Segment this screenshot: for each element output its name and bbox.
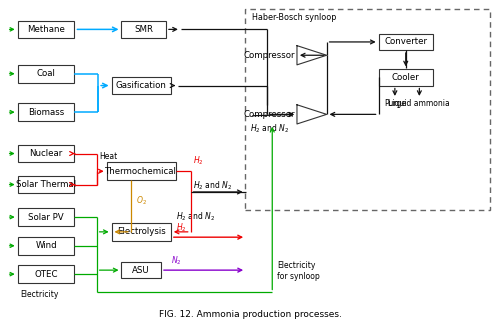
Text: Converter: Converter [384, 37, 428, 46]
Text: ASU: ASU [132, 266, 150, 275]
Text: Haber-Bosch synloop: Haber-Bosch synloop [252, 13, 337, 22]
FancyBboxPatch shape [122, 262, 161, 278]
Text: Electricity
for synloop: Electricity for synloop [277, 261, 320, 281]
FancyBboxPatch shape [18, 65, 74, 83]
Text: Liquid ammonia: Liquid ammonia [388, 99, 450, 108]
FancyBboxPatch shape [106, 162, 176, 180]
FancyBboxPatch shape [18, 20, 74, 38]
FancyBboxPatch shape [18, 265, 74, 283]
Text: Methane: Methane [27, 25, 65, 34]
Text: Compressor: Compressor [243, 110, 294, 119]
Text: $O_2$: $O_2$ [136, 194, 146, 206]
FancyBboxPatch shape [122, 20, 166, 38]
FancyBboxPatch shape [18, 176, 74, 193]
Text: SMR: SMR [134, 25, 153, 34]
Text: Compressor: Compressor [243, 51, 294, 60]
Text: Thermochemical: Thermochemical [106, 167, 177, 176]
FancyBboxPatch shape [18, 208, 74, 226]
FancyBboxPatch shape [245, 9, 490, 210]
Text: Gasification: Gasification [116, 81, 166, 90]
FancyBboxPatch shape [18, 237, 74, 255]
Text: Wind: Wind [35, 241, 57, 250]
Text: Heat: Heat [99, 152, 117, 161]
Text: Nuclear: Nuclear [30, 149, 62, 158]
FancyBboxPatch shape [112, 77, 171, 94]
FancyBboxPatch shape [18, 145, 74, 162]
Polygon shape [297, 105, 326, 124]
Polygon shape [297, 46, 326, 65]
Text: $H_2$: $H_2$ [176, 222, 186, 234]
FancyBboxPatch shape [378, 69, 433, 85]
Text: $H_2$: $H_2$ [193, 155, 204, 167]
Text: FIG. 12. Ammonia production processes.: FIG. 12. Ammonia production processes. [158, 310, 342, 319]
Text: Cooler: Cooler [392, 73, 419, 82]
FancyBboxPatch shape [378, 34, 433, 50]
Text: Biomass: Biomass [28, 108, 64, 117]
Text: Solar PV: Solar PV [28, 212, 64, 221]
Text: $H_2$ and $N_2$: $H_2$ and $N_2$ [176, 211, 215, 223]
Text: Electrolysis: Electrolysis [117, 227, 166, 236]
Text: OTEC: OTEC [34, 270, 58, 279]
Text: $H_2$ and $N_2$: $H_2$ and $N_2$ [250, 122, 289, 135]
Text: Purge: Purge [384, 99, 406, 108]
Text: $N_2$: $N_2$ [171, 255, 181, 267]
Text: $H_2$ and $N_2$: $H_2$ and $N_2$ [193, 180, 232, 193]
FancyBboxPatch shape [112, 223, 171, 241]
Text: Solar Thermal: Solar Thermal [16, 180, 76, 189]
Text: Electricity: Electricity [20, 290, 59, 299]
Text: Coal: Coal [36, 69, 56, 78]
FancyBboxPatch shape [18, 103, 74, 121]
